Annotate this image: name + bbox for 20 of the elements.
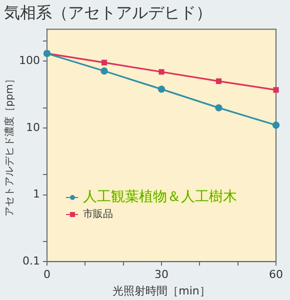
y-tick-label: 100 [18,54,40,67]
y-tick-label: 0.1 [22,254,40,268]
point [100,67,108,75]
y-tick-label: 10 [26,120,40,134]
y-tick-label: 1 [32,188,40,201]
point [158,86,166,93]
x-axis-title: 光照射時間［min］ [112,284,210,298]
y-axis-title: アセトアルデヒド濃度［ppm］ [4,74,16,217]
legend-label: 人工観葉植物＆人工樹木 [83,188,237,206]
x-tick-label: 0 [43,268,50,282]
point [272,122,280,129]
point [158,69,164,75]
x-tick-label: 60 [269,268,283,282]
point [273,87,279,93]
point [215,104,222,112]
point [216,78,222,84]
chart-title: 気相系（アセトアルデヒド） [4,2,212,22]
x-tick-label: 30 [154,268,168,282]
point [101,60,108,66]
legend-label: 市販品 [83,208,113,221]
